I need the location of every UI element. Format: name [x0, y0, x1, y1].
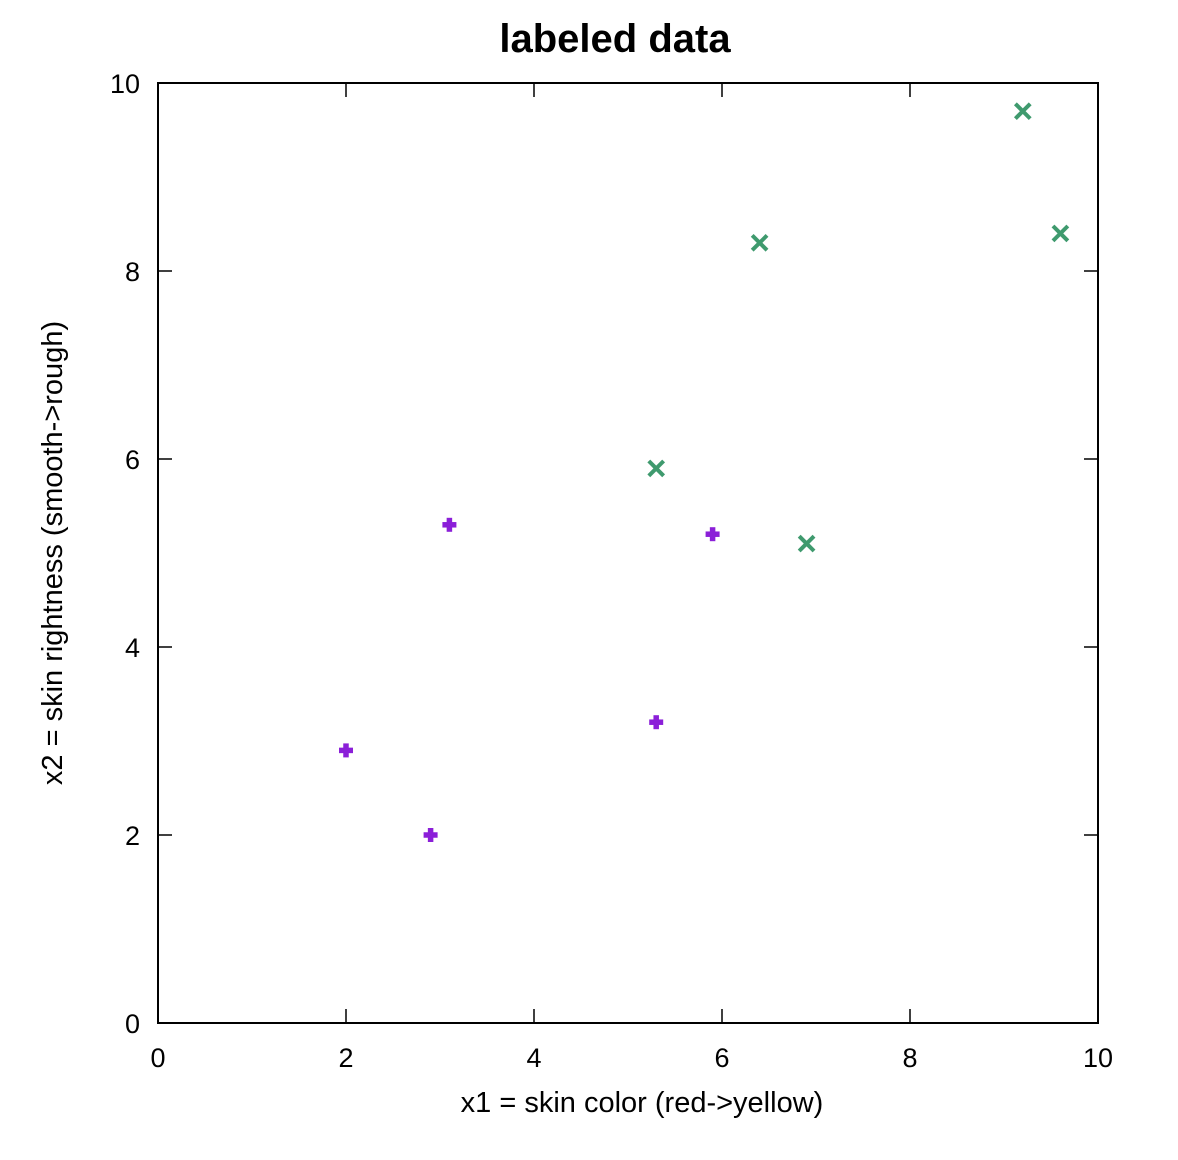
data-point-plus	[442, 517, 457, 532]
y-tick-label: 8	[125, 257, 140, 287]
data-point-plus	[423, 828, 438, 842]
data-point-plus	[649, 715, 664, 730]
x-tick-label: 2	[338, 1043, 353, 1073]
x-tick-label: 10	[1083, 1043, 1113, 1073]
data-point-cross	[750, 233, 769, 252]
axis-ticks	[158, 83, 1098, 1023]
y-axis-label: x2 = skin rightness (smooth->rough)	[37, 321, 69, 785]
data-point-cross	[797, 534, 816, 553]
y-tick-label: 10	[110, 69, 140, 99]
y-tick-label: 2	[125, 821, 140, 851]
data-point-cross	[647, 459, 666, 478]
x-tick-label: 6	[714, 1043, 729, 1073]
y-tick-label: 6	[125, 445, 140, 475]
x-axis-label: x1 = skin color (red->yellow)	[461, 1087, 824, 1119]
data-point-cross	[1051, 224, 1070, 243]
x-tick-label: 4	[526, 1043, 541, 1073]
axis-tick-labels: 0 2 4 6 8 10 0 2 4 6 8 10	[110, 69, 1113, 1073]
plot-area	[157, 82, 1099, 1024]
y-tick-label: 4	[125, 633, 140, 663]
chart-title: labeled data	[499, 17, 731, 61]
y-tick-label: 0	[125, 1009, 140, 1039]
data-points	[339, 102, 1070, 842]
data-point-plus	[339, 743, 353, 758]
data-point-plus	[705, 527, 720, 542]
x-tick-label: 8	[902, 1043, 917, 1073]
data-point-cross	[1013, 102, 1032, 121]
x-tick-label: 0	[150, 1043, 165, 1073]
